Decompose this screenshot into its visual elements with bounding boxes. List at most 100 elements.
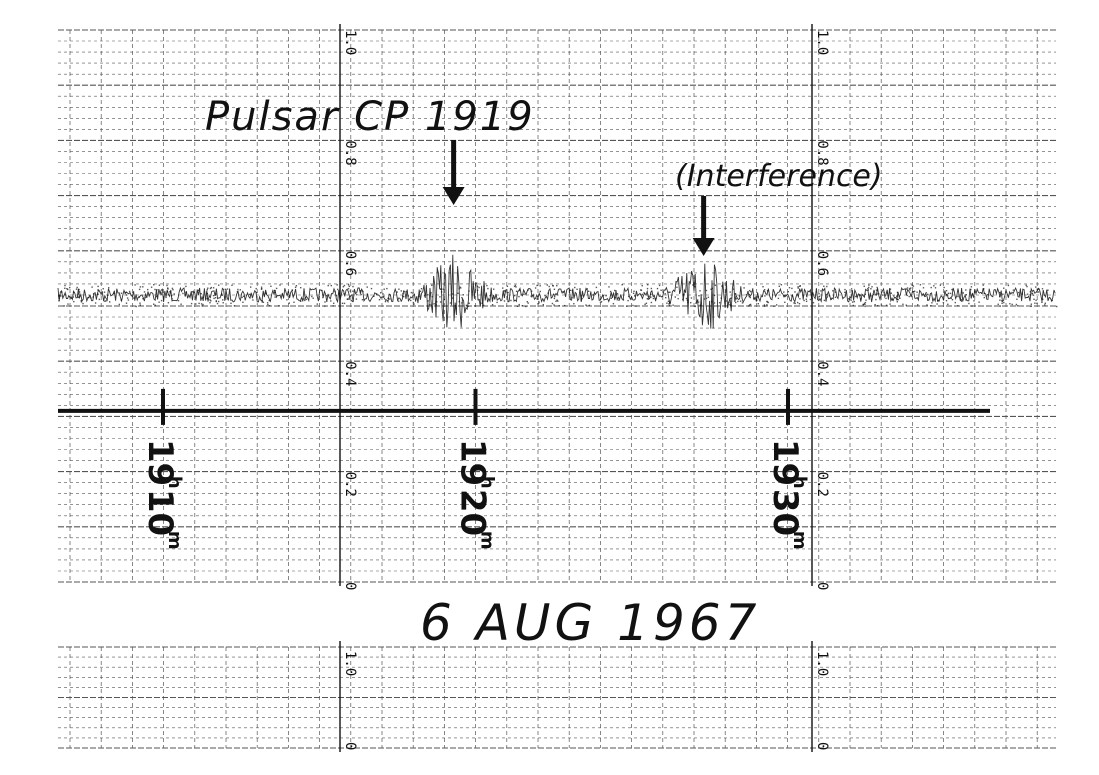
noise-speck (147, 288, 149, 291)
noise-speck (537, 303, 539, 305)
noise-speck (278, 305, 280, 307)
noise-speck (382, 293, 384, 295)
noise-speck (945, 300, 948, 302)
noise-speck (200, 293, 202, 295)
noise-speck (983, 288, 985, 290)
y-tick-label: 0 (814, 582, 830, 590)
lower-strip-grid (58, 641, 1056, 752)
noise-speck (1007, 284, 1010, 287)
noise-speck (863, 302, 866, 305)
noise-speck (154, 288, 156, 291)
noise-speck (332, 305, 334, 307)
noise-speck (442, 288, 444, 290)
y-tick-label: 0.8 (814, 140, 830, 165)
noise-speck (592, 294, 594, 296)
noise-speck (327, 284, 329, 287)
noise-speck (655, 297, 657, 300)
noise-speck (105, 300, 107, 302)
noise-speck (614, 297, 617, 299)
noise-speck (330, 284, 332, 287)
noise-speck (947, 292, 950, 294)
noise-speck (255, 287, 257, 290)
noise-speck (981, 292, 983, 294)
noise-speck (311, 295, 313, 298)
noise-speck (982, 284, 984, 286)
noise-speck (507, 300, 509, 303)
noise-speck (763, 289, 766, 291)
noise-speck (913, 290, 916, 292)
noise-speck (1051, 299, 1053, 302)
noise-speck (682, 294, 685, 296)
noise-speck (343, 293, 345, 295)
noise-speck (694, 305, 696, 308)
noise-speck (756, 299, 758, 301)
noise-speck (514, 284, 517, 287)
y-tick-label: 0.8 (342, 140, 358, 165)
noise-speck (400, 290, 402, 292)
noise-speck (210, 286, 212, 289)
noise-speck (420, 288, 423, 290)
noise-speck (737, 300, 739, 303)
noise-speck (362, 290, 364, 293)
noise-speck (202, 303, 204, 306)
noise-speck (818, 295, 821, 298)
noise-speck (92, 293, 95, 295)
noise-speck (667, 300, 670, 302)
noise-speck (97, 289, 99, 291)
noise-speck (274, 291, 276, 294)
noise-speck (333, 302, 335, 304)
noise-speck (539, 290, 541, 293)
noise-speck (547, 292, 549, 294)
noise-speck (348, 298, 350, 300)
noise-speck (378, 299, 381, 301)
noise-speck (1034, 302, 1036, 304)
noise-speck (94, 302, 97, 304)
noise-speck (609, 290, 612, 293)
noise-speck (489, 295, 491, 297)
noise-speck (507, 291, 509, 294)
noise-speck (386, 287, 388, 290)
noise-speck (687, 301, 689, 304)
noise-speck (650, 293, 652, 295)
noise-speck (943, 286, 945, 289)
noise-speck (75, 288, 78, 290)
noise-speck (616, 293, 619, 295)
noise-speck (690, 302, 692, 304)
noise-speck (874, 304, 876, 306)
noise-speck (503, 290, 505, 292)
noise-speck (764, 295, 766, 297)
noise-speck (275, 287, 278, 290)
noise-speck (324, 301, 326, 303)
noise-speck (1001, 300, 1003, 302)
noise-speck (780, 284, 783, 286)
noise-speck (286, 299, 288, 301)
noise-speck (672, 304, 674, 306)
noise-speck (697, 299, 699, 301)
noise-speck (60, 295, 62, 297)
noise-speck (799, 285, 801, 287)
noise-speck (674, 296, 676, 298)
noise-speck (180, 303, 182, 305)
noise-speck (210, 300, 212, 302)
noise-speck (766, 304, 768, 306)
noise-speck (215, 300, 217, 303)
noise-speck (896, 291, 899, 294)
noise-speck (912, 285, 915, 287)
noise-speck (797, 286, 799, 288)
noise-speck (474, 305, 476, 307)
noise-speck (922, 287, 925, 289)
noise-speck (927, 293, 929, 296)
noise-speck (330, 300, 332, 302)
noise-speck (878, 293, 880, 295)
y-tick-label: 1.0 (342, 30, 358, 55)
noise-speck (554, 295, 556, 298)
noise-speck (720, 297, 722, 299)
noise-speck (699, 290, 701, 292)
noise-speck (889, 303, 891, 305)
y-tick-label: 0.2 (342, 472, 358, 497)
y-tick-label: 0.6 (342, 251, 358, 276)
noise-speck (291, 289, 294, 291)
noise-speck (209, 302, 211, 304)
